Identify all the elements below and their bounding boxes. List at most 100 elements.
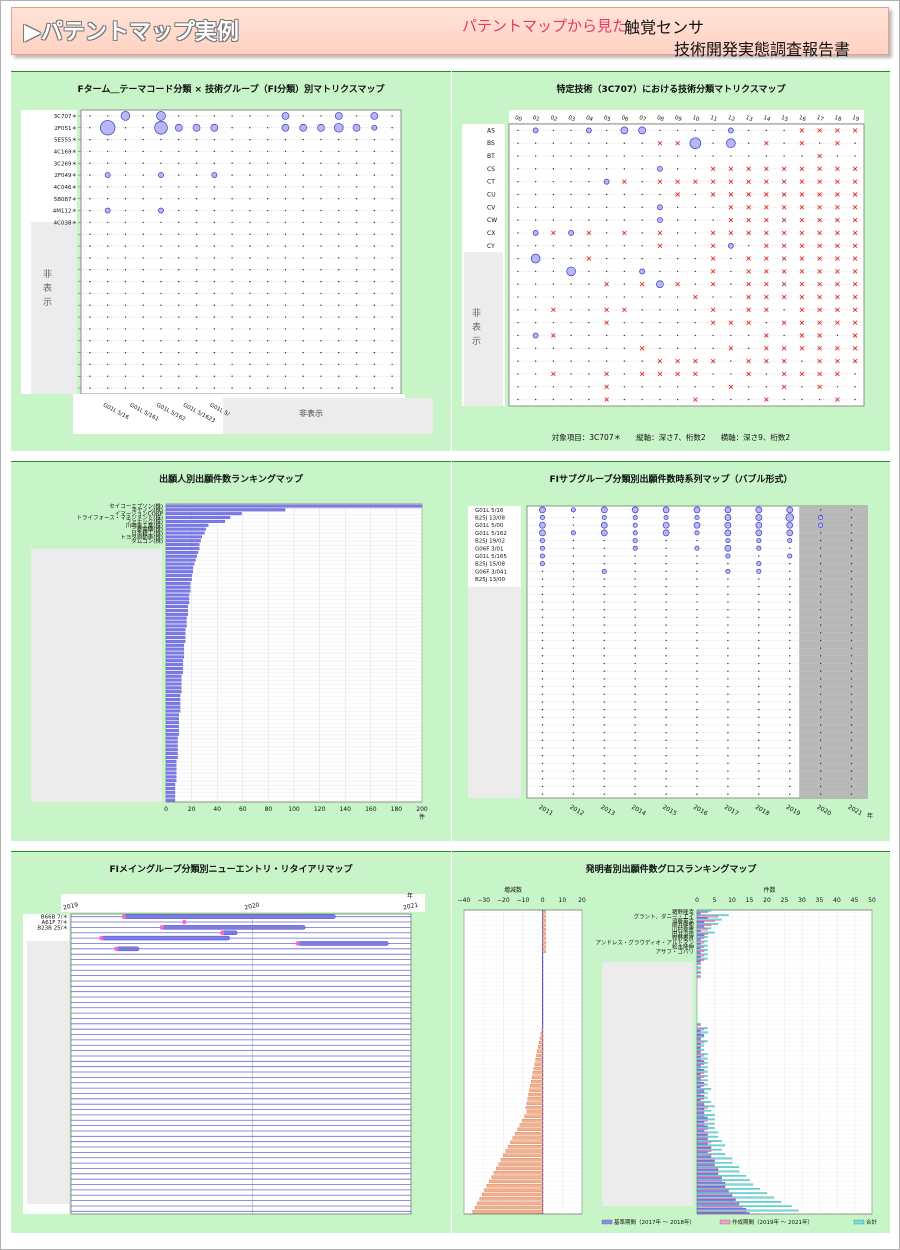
- grid-dot: [634, 632, 636, 634]
- grid-dot: [634, 601, 636, 603]
- grid-dot: [727, 562, 729, 565]
- total-bar: [696, 1170, 740, 1173]
- grid-dot: [124, 328, 127, 330]
- grid-dot: [572, 547, 575, 549]
- data-bar: [165, 748, 178, 752]
- base-period-bar: [696, 1038, 701, 1041]
- x-tick-label: 120: [314, 806, 326, 813]
- grid-dot: [819, 624, 822, 626]
- cross-mark: [799, 128, 805, 133]
- total-bar: [696, 1049, 705, 1051]
- page-title: ▶パテントマップ実例: [24, 20, 239, 45]
- x-tick-label: 200: [416, 806, 428, 813]
- grid-dot: [302, 209, 304, 212]
- total-bar: [696, 1075, 708, 1077]
- cross-mark: [817, 256, 822, 261]
- grid-dot: [391, 127, 393, 129]
- total-bar: [696, 1053, 708, 1055]
- current-period-bar: [696, 937, 705, 940]
- grid-dot: [819, 532, 822, 534]
- base-period-bar: [696, 1077, 701, 1080]
- data-bar: [165, 725, 179, 729]
- cross-mark: [781, 204, 787, 210]
- grid-dot: [641, 155, 643, 157]
- row-tick-label: 4C038＊: [54, 219, 77, 226]
- data-bubble: [818, 522, 824, 528]
- current-period-bar: [696, 967, 701, 970]
- grid-dot: [605, 129, 608, 132]
- grid-dot: [284, 304, 287, 306]
- y-tick-label: キヤノン(株): [132, 506, 163, 514]
- panel-applicant-ranking: 出願人別出願件数ランキングマップ 0 20 40 60 80 100 120 140 160 18…: [11, 461, 451, 841]
- grid-dot: [517, 219, 519, 221]
- grid-dot: [517, 398, 519, 401]
- total-bar: [696, 975, 701, 977]
- data-bubble: [154, 121, 168, 135]
- y-tick-label: トヨタ自動車(株): [120, 533, 163, 541]
- data-bubble: [570, 507, 576, 513]
- grid-dot: [758, 708, 760, 711]
- chart-title: 特定技術（3C707）における技術分類マトリクスマップ: [556, 85, 786, 95]
- grid-dot: [605, 245, 608, 247]
- grid-dot: [178, 292, 180, 295]
- grid-dot: [659, 270, 661, 273]
- base-period-bar: [696, 1064, 701, 1067]
- grid-dot: [712, 347, 714, 350]
- grid-dot: [818, 398, 821, 401]
- grid-dot: [696, 685, 698, 688]
- data-bar: [165, 512, 242, 516]
- grid-dot: [391, 328, 393, 330]
- grid-dot: [758, 762, 760, 765]
- grid-dot: [694, 232, 697, 234]
- cross-mark: [817, 281, 822, 287]
- grid-dot: [747, 334, 750, 337]
- total-bar: [696, 1044, 705, 1047]
- base-period-bar: [696, 1125, 708, 1128]
- data-bar: [165, 639, 186, 643]
- grid-dot: [541, 578, 544, 580]
- grid-dot: [783, 334, 785, 337]
- count-tick-label: 25: [781, 897, 789, 904]
- grid-dot: [284, 375, 287, 377]
- data-bar: [165, 771, 177, 775]
- grid-dot: [195, 269, 198, 271]
- grid-dot: [106, 340, 109, 342]
- grid-dot: [552, 168, 555, 170]
- row-tick-label: 5B087＊: [54, 196, 77, 203]
- col-tick-label: 14: [762, 115, 771, 123]
- grid-dot: [106, 316, 109, 318]
- grid-dot: [231, 162, 233, 164]
- total-bar: [696, 1114, 715, 1116]
- grid-dot: [213, 292, 216, 295]
- grid-dot: [160, 245, 162, 247]
- grid-dot: [517, 193, 519, 196]
- grid-dot: [266, 328, 269, 330]
- hidden-cols-label: 非表示: [299, 408, 323, 418]
- data-bubble: [632, 545, 638, 551]
- grid-dot: [534, 142, 537, 144]
- base-period-bar: [696, 1095, 705, 1097]
- grid-dot: [355, 245, 358, 247]
- grid-dot: [178, 174, 180, 176]
- grid-dot: [160, 257, 162, 259]
- grid-dot: [160, 387, 162, 389]
- grid-dot: [758, 585, 760, 588]
- grid-dot: [373, 292, 376, 295]
- grid-dot: [572, 655, 575, 657]
- grid-dot: [89, 387, 91, 389]
- col-tick-label: 02: [549, 115, 558, 123]
- grid-dot: [641, 321, 643, 324]
- plot-area: [80, 109, 402, 395]
- data-bubble: [663, 515, 669, 521]
- row-tick-label: B25J 13/08: [475, 516, 505, 522]
- total-bar: [696, 1101, 712, 1103]
- grid-dot: [694, 129, 697, 132]
- grid-dot: [142, 115, 144, 117]
- grid-dot: [665, 708, 667, 711]
- grid-dot: [249, 221, 251, 224]
- grid-dot: [534, 270, 537, 273]
- grid-dot: [634, 562, 636, 565]
- cross-mark: [657, 230, 663, 236]
- data-bubble: [632, 515, 638, 521]
- grid-dot: [284, 198, 287, 200]
